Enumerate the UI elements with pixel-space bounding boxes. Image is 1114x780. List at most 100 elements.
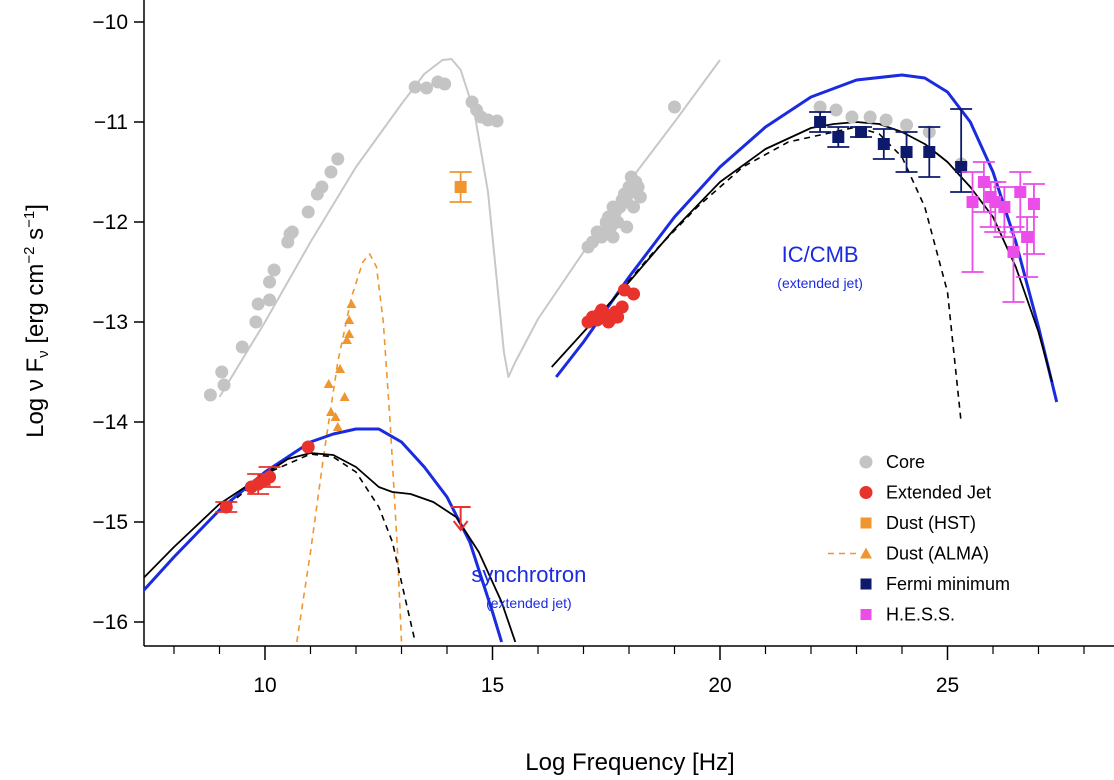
core-point: [263, 293, 277, 307]
core-point: [203, 388, 217, 402]
legend-dust-alma-marker: [860, 547, 872, 559]
legend-h-e-s-s-marker: [860, 609, 872, 620]
core-point: [627, 200, 641, 214]
dust-alma-point: [344, 329, 355, 338]
dust-alma-point: [346, 299, 357, 308]
core-point: [301, 205, 315, 219]
core-point: [599, 225, 613, 239]
y-axis-label-sub: ν: [35, 350, 52, 358]
extended-jet-point: [301, 440, 315, 454]
fermi-minimum-point: [855, 126, 868, 138]
y-axis-label: Log ν Fν [erg cm−2 s−1]: [21, 204, 52, 438]
annotation-synchrotron-label: synchrotron: [471, 562, 586, 587]
y-axis-label-pre: Log ν F: [22, 358, 49, 438]
core-point: [267, 263, 281, 277]
annotation-ic-cmb-sublabel: (extended jet): [777, 275, 863, 291]
y-axis-label-sup1: −2: [21, 247, 38, 264]
annotation-synchrotron-sublabel: (extended jet): [486, 595, 572, 611]
fermi-minimum-point: [923, 146, 936, 158]
extended-jet-point: [263, 470, 277, 484]
y-tick-label: −13: [92, 311, 128, 334]
h-e-s-s-point: [1007, 246, 1020, 258]
x-axis-label: Log Frequency [Hz]: [525, 749, 734, 776]
y-tick-label: −16: [92, 611, 128, 634]
core-point: [668, 100, 681, 114]
dust-alma-point: [341, 335, 352, 344]
core-point: [900, 118, 914, 132]
dust-alma-point: [344, 315, 355, 324]
y-tick-label: −12: [92, 211, 128, 234]
legend-extended-jet-label: Extended Jet: [886, 483, 991, 503]
legend-dust-hst-marker: [860, 517, 872, 529]
core-point: [285, 225, 299, 239]
core-point: [606, 200, 620, 214]
core-point: [813, 100, 827, 114]
y-axis-label-post: ]: [22, 204, 49, 211]
core-point: [863, 110, 877, 124]
core-point: [263, 275, 277, 289]
core-point: [249, 315, 263, 329]
extended-jet-point: [219, 500, 233, 514]
extended-jet-point: [627, 287, 641, 301]
annotation-ic-cmb-label: IC/CMB: [782, 242, 859, 267]
h-e-s-s-point: [1014, 186, 1027, 198]
y-tick-label: −14: [92, 411, 128, 434]
core-point: [420, 81, 434, 95]
fermi-minimum-point: [832, 131, 845, 143]
core-point: [408, 80, 422, 94]
y-tick-label: −10: [92, 11, 128, 34]
legend-fermi-minimum-marker: [860, 578, 872, 590]
extended-jet-point: [615, 300, 629, 314]
core-point: [845, 110, 859, 124]
x-tick-label: 10: [253, 674, 276, 697]
x-tick-label: 20: [708, 674, 731, 697]
model-ic-dashed: [605, 126, 962, 423]
dust-alma-point: [325, 407, 336, 416]
core-point: [490, 114, 504, 128]
extended-jet-point: [602, 315, 616, 329]
data-points: [203, 75, 1045, 532]
core-point: [251, 297, 265, 311]
model-sync-black: [144, 452, 517, 643]
core-point: [879, 113, 893, 127]
x-tick-label: 15: [481, 674, 504, 697]
core-point: [633, 190, 647, 204]
y-tick-label: −11: [94, 111, 128, 134]
legend: Core Extended Jet Dust (HST) Dust (ALMA) Fer…: [828, 452, 1010, 625]
upper-limit-arrow: [452, 520, 469, 532]
model-core-model: [218, 58, 721, 398]
legend-dust-hst-label: Dust (HST): [886, 513, 976, 533]
core-point: [315, 180, 329, 194]
core-point: [631, 180, 645, 194]
y-axis-label-sup2: −1: [21, 211, 38, 228]
model-sync-dashed: [228, 453, 416, 643]
fermi-minimum-point: [877, 138, 890, 150]
h-e-s-s-point: [1027, 198, 1040, 210]
legend-h-e-s-s-label: H.E.S.S.: [886, 605, 955, 625]
h-e-s-s-point: [1021, 231, 1034, 243]
dust-alma-point: [339, 392, 350, 401]
core-point: [217, 378, 231, 392]
fermi-minimum-point: [955, 161, 968, 173]
dust-alma-point: [323, 379, 334, 388]
y-tick-label: −15: [92, 511, 128, 534]
dust-hst-point: [454, 181, 467, 193]
dust-alma-point: [330, 412, 341, 421]
model-sync-blue: [144, 427, 504, 643]
core-point: [235, 340, 249, 354]
model-ic-blue: [555, 73, 1059, 403]
legend-core-marker: [859, 455, 873, 469]
legend-fermi-minimum-label: Fermi minimum: [886, 574, 1010, 594]
legend-core-label: Core: [886, 452, 925, 472]
core-point: [215, 365, 229, 379]
core-point: [586, 235, 600, 249]
axes-layer: −16 −15 −14 −13 −12 −11 −10 10 15 20 25: [92, 0, 1114, 697]
extended-jet-point: [592, 307, 606, 321]
x-tick-label: 25: [936, 674, 959, 697]
annotations: IC/CMB (extended jet) synchrotron (extended…: [471, 242, 862, 611]
y-axis-label-mid: [erg cm: [22, 264, 49, 351]
legend-dust-alma-label: Dust (ALMA): [886, 544, 989, 564]
core-point: [829, 103, 843, 117]
fermi-minimum-point: [814, 116, 827, 128]
